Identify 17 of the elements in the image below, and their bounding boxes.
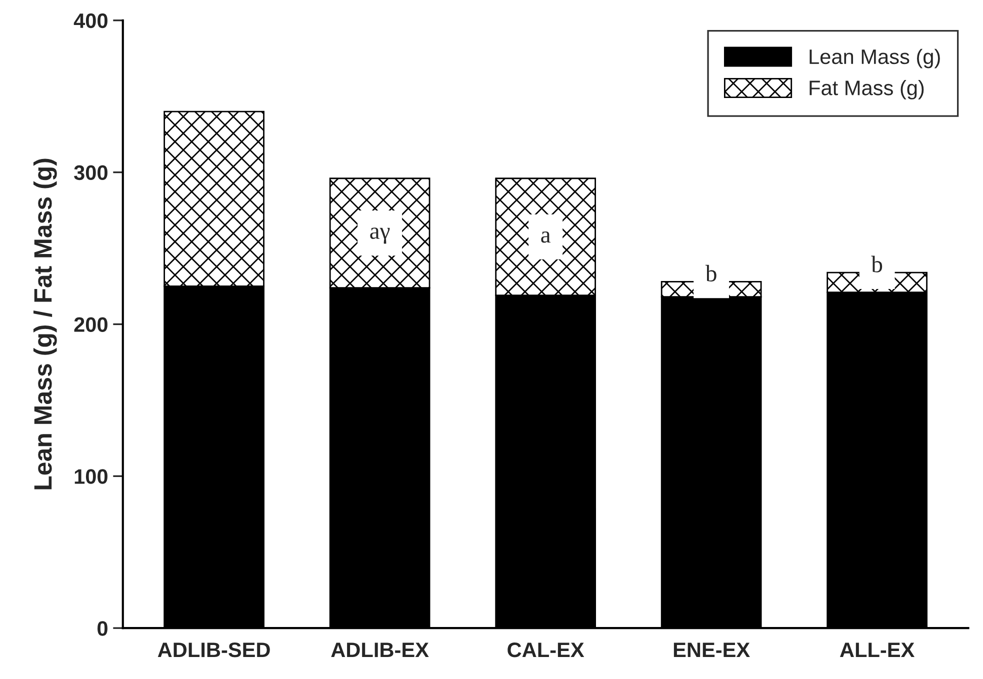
x-tick-label: ADLIB-EX <box>331 642 429 658</box>
y-tick-label: 100 <box>74 469 108 484</box>
x-tick-label: CAL-EX <box>508 642 584 658</box>
x-tick-label: ALL-EX <box>840 642 915 658</box>
y-tick-label: 300 <box>74 165 108 180</box>
x-tick-label: ADLIB-SED <box>158 642 270 658</box>
legend-label: Lean Mass (g) <box>810 48 940 68</box>
y-axis-title: Lean Mass (g) / Fat Mass (g) <box>33 158 57 490</box>
y-tick-label: 200 <box>74 317 108 332</box>
annotation: aγ <box>370 228 390 244</box>
y-tick-label: 400 <box>74 13 108 28</box>
legend-label: Fat Mass (g) <box>810 80 924 100</box>
x-tick-label: ENE-EX <box>674 642 750 658</box>
annotation: b <box>871 256 882 272</box>
annotation: a <box>541 231 550 243</box>
y-tick-label: 0 <box>98 621 108 636</box>
annotation: b <box>705 264 716 282</box>
